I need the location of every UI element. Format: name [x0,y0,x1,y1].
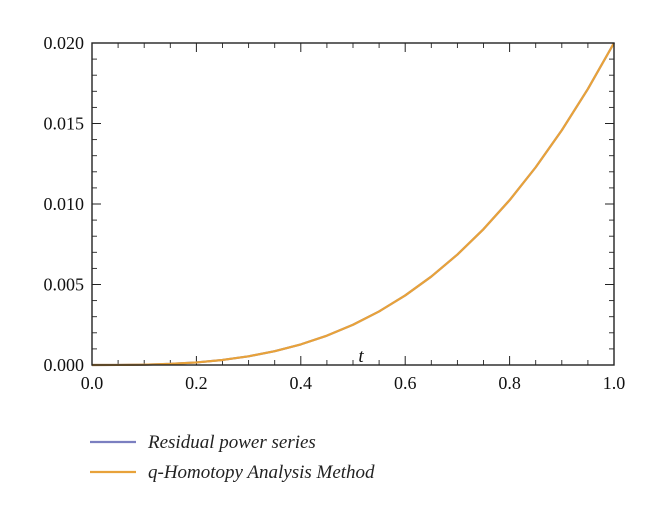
legend: Residual power series q-Homotopy Analysis… [90,432,375,483]
x-tick-label: 0.4 [290,373,313,393]
series-lines [91,42,615,367]
legend-label-0: Residual power series [147,432,316,453]
tick-labels: 0.0 0.2 0.4 0.6 0.8 1.0 0.000 0.005 0.010 0.015 0.… [44,33,626,393]
x-tick-label: 0.8 [498,373,521,393]
y-tick-label: 0.015 [44,114,85,134]
series-line-1 [91,42,615,367]
series-line-0 [91,42,615,367]
tick-marks [91,42,615,366]
y-tick-label: 0.010 [44,194,85,214]
x-tick-label: 0.0 [81,373,104,393]
x-tick-label: 1.0 [603,373,626,393]
x-tick-label: 0.2 [185,373,208,393]
y-tick-label: 0.020 [44,33,85,53]
y-tick-label: 0.005 [44,275,85,295]
y-tick-label: 0.000 [44,355,85,375]
legend-label-1: q-Homotopy Analysis Method [148,462,375,483]
x-tick-label: 0.6 [394,373,417,393]
plot-frame [91,42,615,366]
x-axis-label: t [358,346,364,367]
